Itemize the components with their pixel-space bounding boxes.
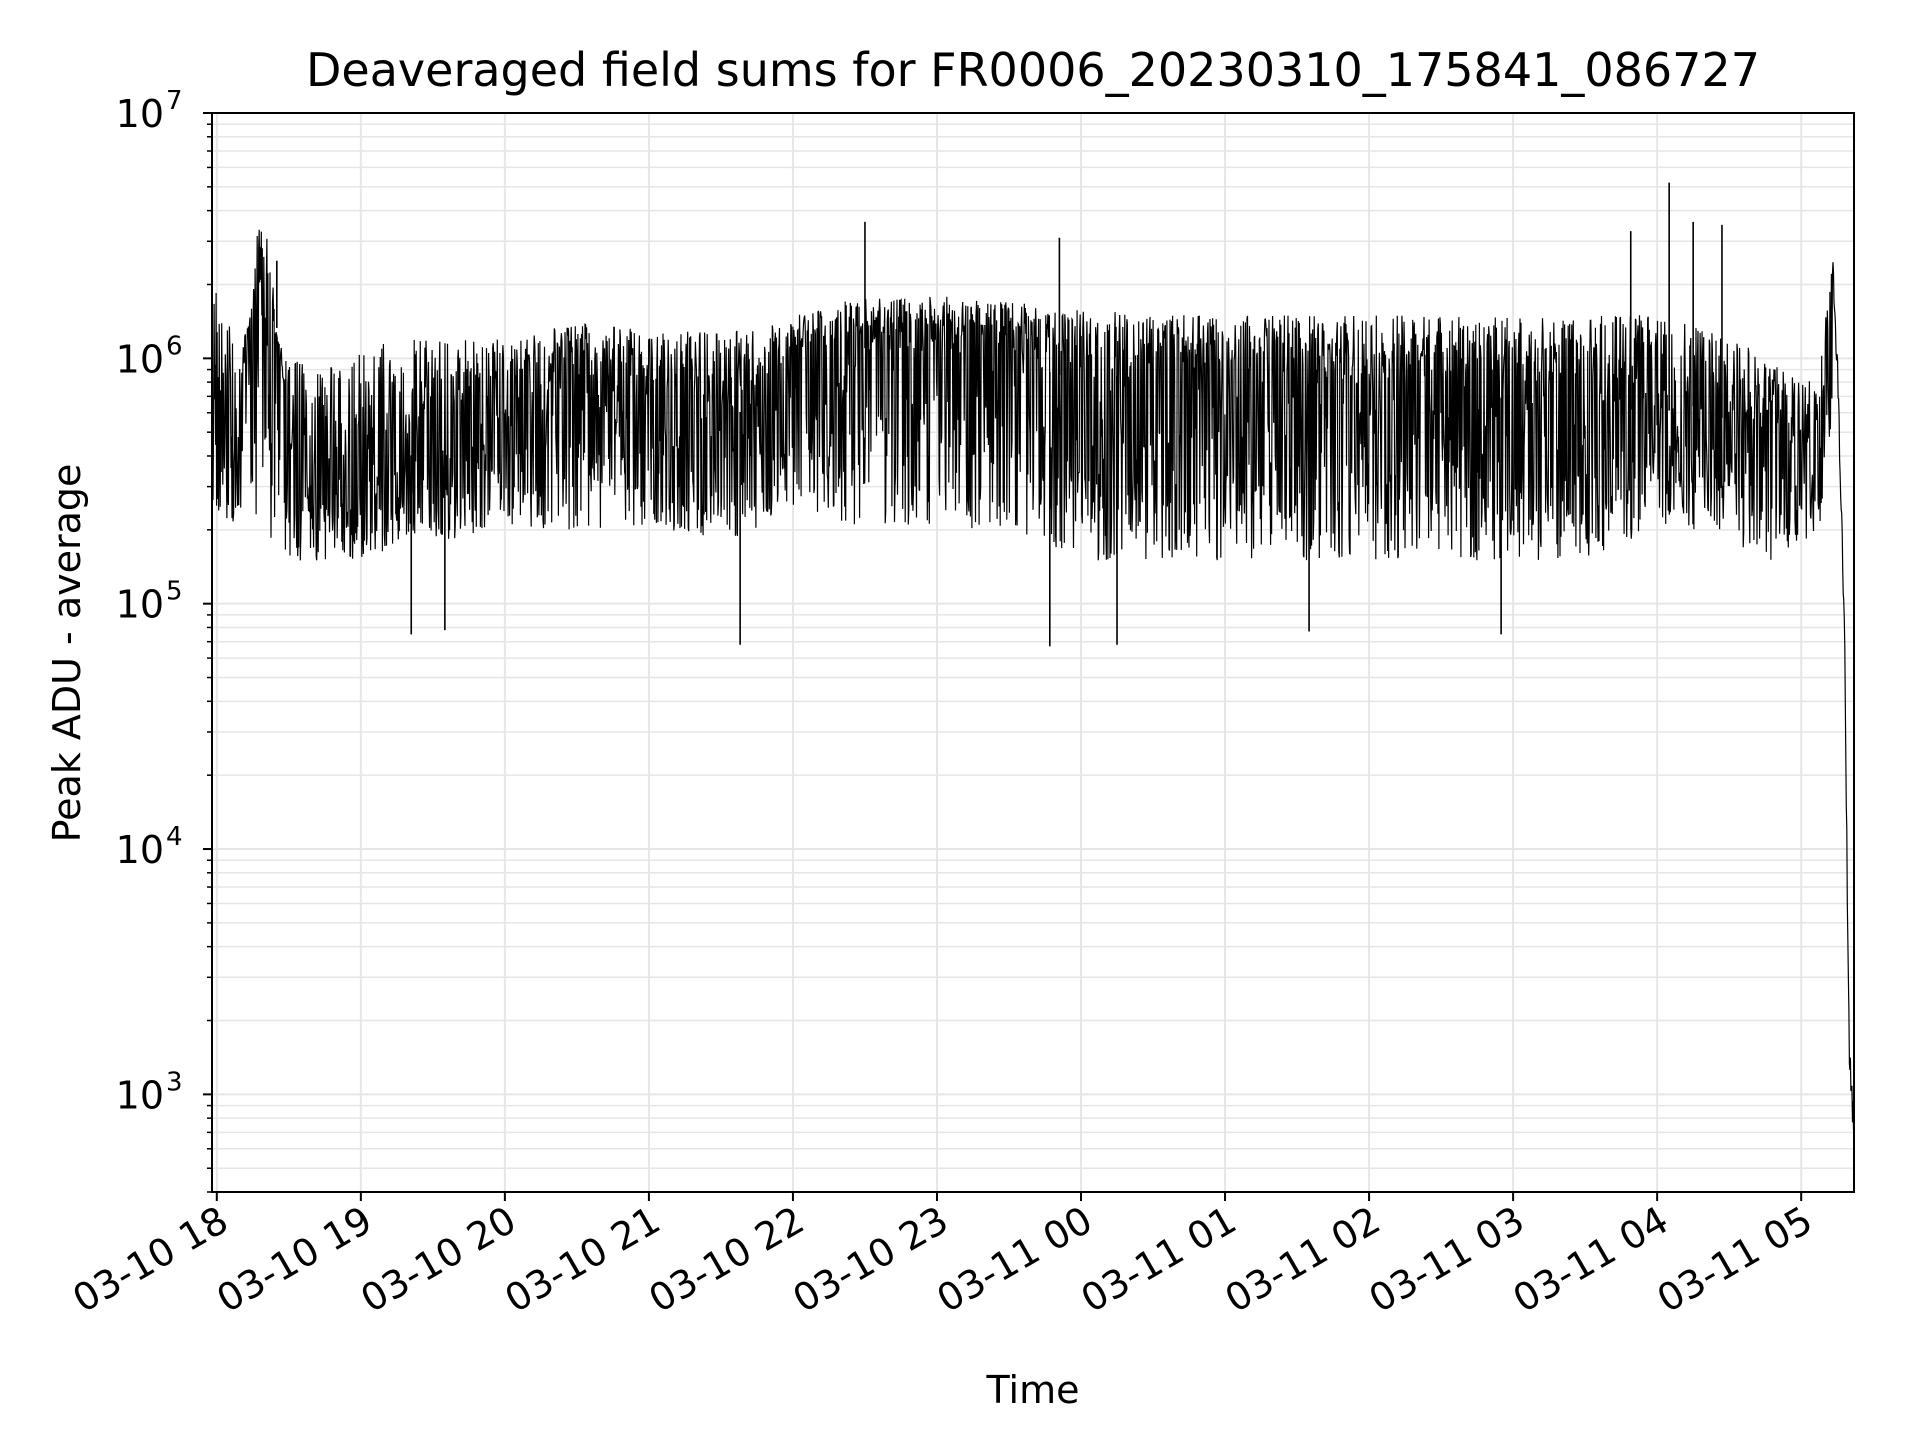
x-axis-label: Time bbox=[986, 1368, 1080, 1412]
y-tick-exponent: 3 bbox=[166, 1067, 183, 1097]
series-line bbox=[211, 182, 1855, 1131]
y-tick-exponent: 5 bbox=[166, 577, 183, 607]
chart-title: Deaveraged field sums for FR0006_2023031… bbox=[306, 43, 1760, 97]
y-axis-label: Peak ADU - average bbox=[45, 464, 89, 843]
series-trace bbox=[211, 229, 1855, 1131]
y-tick-label: 10 bbox=[116, 92, 164, 136]
y-tick-label: 10 bbox=[116, 1073, 164, 1117]
y-tick-exponent: 4 bbox=[166, 822, 183, 852]
y-tick-label: 10 bbox=[116, 828, 164, 872]
y-tick-label: 10 bbox=[116, 337, 164, 381]
y-tick-label: 10 bbox=[116, 583, 164, 627]
y-tick-exponent: 6 bbox=[166, 331, 183, 361]
y-tick-exponent: 7 bbox=[166, 86, 183, 116]
plot-frame bbox=[211, 112, 1855, 1193]
